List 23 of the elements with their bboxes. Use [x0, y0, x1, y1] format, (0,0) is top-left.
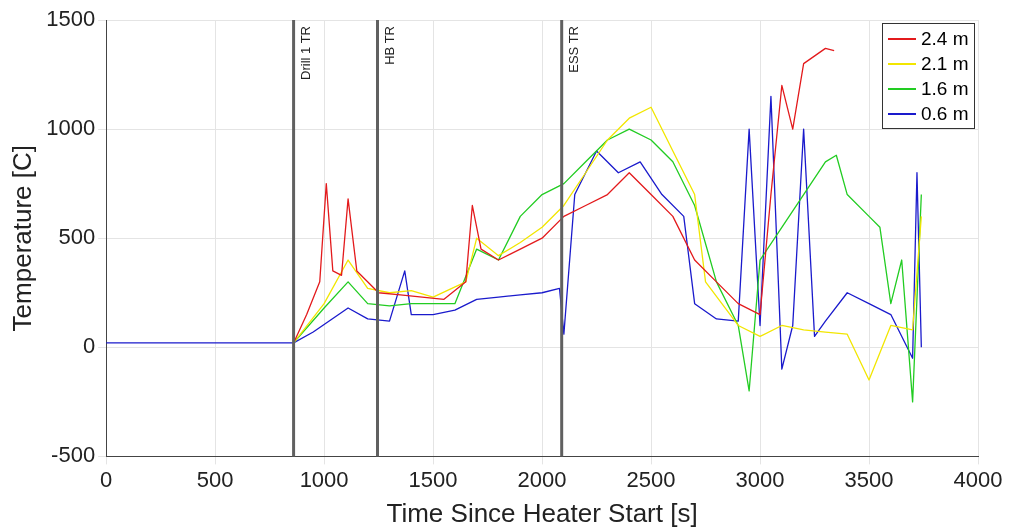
x-axis-title: Time Since Heater Start [s]: [386, 497, 698, 528]
ref-line-label: Drill 1 TR: [297, 26, 313, 80]
y-tick-label: 1500: [46, 6, 96, 32]
y-tick-label: -500: [51, 442, 96, 468]
ref-line-label: HB TR: [381, 26, 397, 65]
x-tick-label: 2000: [517, 466, 567, 492]
x-tick-label: 500: [196, 466, 234, 492]
legend-label: 1.6 m: [921, 77, 969, 100]
y-tick-label: 1000: [46, 115, 96, 141]
ref-line-label: ESS TR: [565, 26, 581, 73]
x-tick-label: 1000: [299, 466, 349, 492]
x-tick-label: 4000: [953, 466, 1003, 492]
legend-label: 2.4 m: [921, 27, 969, 50]
x-tick-label: 0: [100, 466, 113, 492]
y-tick-label: 500: [58, 224, 96, 250]
x-tick-label: 1500: [408, 466, 458, 492]
x-tick-label: 3000: [735, 466, 785, 492]
legend-label: 2.1 m: [921, 52, 969, 75]
y-tick-label: 0: [82, 333, 96, 359]
y-axis-title: Temperature [C]: [6, 145, 37, 332]
x-tick-label: 2500: [626, 466, 676, 492]
legend-label: 0.6 m: [921, 102, 969, 125]
x-tick-label: 3500: [844, 466, 894, 492]
